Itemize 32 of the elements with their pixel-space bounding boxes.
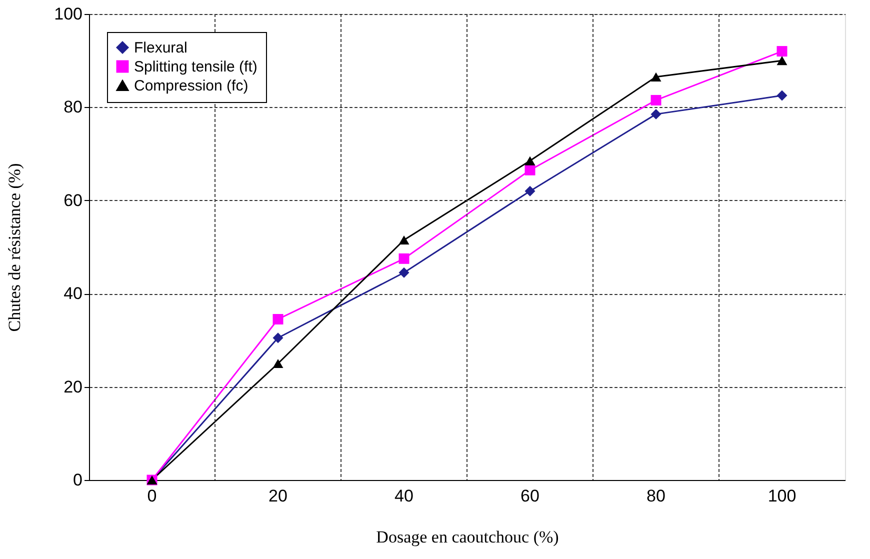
y-tick-label: 40 bbox=[64, 284, 82, 304]
legend-label: Flexural bbox=[134, 40, 188, 56]
legend-label: Compression (fc) bbox=[134, 78, 248, 94]
point bbox=[272, 332, 284, 344]
y-tick-label: 20 bbox=[64, 377, 82, 396]
point bbox=[776, 90, 788, 101]
point bbox=[398, 267, 410, 278]
point bbox=[650, 108, 662, 120]
x-tick-label: 0 bbox=[147, 486, 157, 506]
y-tick-label: 60 bbox=[64, 190, 82, 210]
point bbox=[524, 156, 536, 166]
x-tick-label: 40 bbox=[394, 486, 414, 506]
x-tick-label: 20 bbox=[268, 486, 288, 506]
point bbox=[776, 46, 788, 57]
point bbox=[272, 358, 284, 368]
legend-label: Splitting tensile (ft) bbox=[134, 58, 258, 76]
point bbox=[398, 253, 410, 264]
x-tick-label: 60 bbox=[520, 486, 540, 506]
y-tick-label: 80 bbox=[64, 98, 82, 117]
point bbox=[650, 72, 662, 82]
x-tick-label: 80 bbox=[646, 486, 666, 506]
y-axis-title: Chutes de résistance (%) bbox=[5, 163, 24, 332]
point bbox=[524, 164, 536, 176]
x-axis-title: Dosage en caoutchouc (%) bbox=[376, 528, 559, 546]
x-tick-label: 100 bbox=[768, 486, 796, 506]
point bbox=[776, 56, 788, 66]
point bbox=[398, 235, 410, 245]
point bbox=[650, 94, 662, 106]
y-tick-label: 100 bbox=[54, 4, 82, 24]
y-tick-label: 0 bbox=[73, 470, 82, 490]
point bbox=[524, 186, 536, 196]
point bbox=[272, 314, 284, 324]
